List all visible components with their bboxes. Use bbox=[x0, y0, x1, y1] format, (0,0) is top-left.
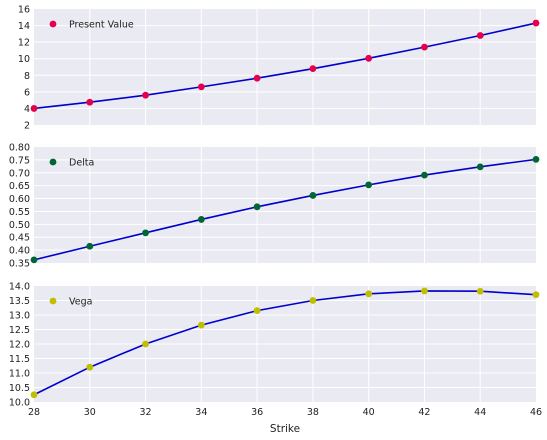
data-point bbox=[86, 98, 94, 106]
data-point bbox=[86, 363, 94, 371]
y-tick-labels: 0.35 0.40 0.45 0.50 0.55 0.60 0.65 0.70 0.750.80 bbox=[9, 143, 30, 270]
y-tick-label: 13.5 bbox=[9, 296, 30, 307]
legend-label: Delta bbox=[69, 158, 94, 169]
x-tick-label: 34 bbox=[195, 407, 207, 418]
data-point bbox=[476, 287, 484, 295]
data-point bbox=[476, 32, 484, 39]
data-point bbox=[197, 216, 205, 223]
y-tick-label: 14 bbox=[18, 21, 30, 32]
data-point bbox=[30, 105, 38, 112]
y-tick-labels: 2 4 6 8 10 12 14 16 bbox=[18, 5, 30, 132]
x-tick-label: 44 bbox=[474, 407, 486, 418]
plot-area bbox=[34, 9, 536, 125]
data-point bbox=[253, 203, 261, 211]
y-tick-label: 0.35 bbox=[9, 259, 30, 270]
x-tick-label: 40 bbox=[363, 407, 375, 418]
y-tick-label: 13.0 bbox=[9, 311, 30, 322]
data-point bbox=[142, 91, 149, 99]
y-tick-label: 0.50 bbox=[9, 220, 30, 231]
x-tick-label: 46 bbox=[530, 407, 542, 418]
data-point bbox=[365, 181, 373, 189]
data-point bbox=[30, 391, 38, 399]
data-point bbox=[309, 65, 317, 73]
grid bbox=[34, 147, 536, 263]
y-tick-label: 0.60 bbox=[9, 194, 30, 205]
x-tick-label: 28 bbox=[28, 407, 40, 418]
series-markers bbox=[30, 19, 540, 112]
series-markers bbox=[30, 155, 540, 264]
legend-label: Present Value bbox=[69, 20, 134, 31]
subplot-delta: 0.35 0.40 0.45 0.50 0.55 0.60 0.65 0.70 0.750.80… bbox=[9, 143, 540, 270]
x-tick-label: 36 bbox=[251, 407, 263, 418]
x-tick-label: 42 bbox=[418, 407, 430, 418]
y-tick-label: 11.5 bbox=[9, 354, 30, 365]
data-point bbox=[421, 287, 428, 295]
x-tick-label: 32 bbox=[140, 407, 152, 418]
legend-marker bbox=[49, 297, 57, 305]
data-point bbox=[253, 307, 261, 315]
x-tick-label: 30 bbox=[84, 407, 96, 418]
y-tick-labels: 10.0 10.5 11.0 11.5 12.0 12.5 13.0 13.5 14.0 bbox=[9, 282, 30, 409]
y-tick-label: 0.75 bbox=[9, 155, 30, 166]
y-tick-label: 6 bbox=[24, 87, 30, 98]
data-point bbox=[309, 297, 317, 304]
y-tick-label: 0.55 bbox=[9, 207, 30, 218]
y-tick-label: 0.45 bbox=[9, 233, 30, 244]
data-point bbox=[30, 256, 38, 264]
data-point bbox=[421, 171, 428, 179]
y-tick-label: 11.0 bbox=[9, 369, 30, 380]
y-tick-label: 10 bbox=[18, 54, 30, 65]
y-tick-label: 4 bbox=[24, 104, 30, 115]
series-line bbox=[33, 22, 537, 110]
legend: Present Value bbox=[49, 20, 134, 31]
x-axis-label: Strike bbox=[270, 423, 300, 435]
x-tick-labels: 28 30 32 34 36 38 40 42 44 46 bbox=[28, 407, 542, 418]
data-point bbox=[142, 340, 149, 348]
y-tick-label: 12 bbox=[18, 38, 30, 49]
y-tick-label: 0.70 bbox=[9, 168, 30, 179]
y-tick-label: 12.0 bbox=[9, 340, 30, 351]
y-tick-label: 16 bbox=[18, 5, 30, 16]
subplot-present-value: 2 4 6 8 10 12 14 16 Present Value bbox=[18, 5, 540, 132]
y-tick-label: 10.0 bbox=[9, 398, 30, 409]
data-point bbox=[365, 54, 373, 62]
y-tick-label: 12.5 bbox=[9, 325, 30, 336]
data-point bbox=[532, 19, 540, 27]
data-point bbox=[421, 43, 428, 51]
plot-area bbox=[34, 147, 536, 263]
legend-marker bbox=[49, 158, 57, 166]
x-tick-label: 38 bbox=[307, 407, 319, 418]
legend: Delta bbox=[49, 158, 94, 169]
subplot-vega: 10.0 10.5 11.0 11.5 12.0 12.5 13.0 13.5 14.0 28 3… bbox=[9, 282, 542, 419]
data-point bbox=[365, 290, 373, 298]
data-point bbox=[532, 291, 540, 299]
y-tick-label: 0.80 bbox=[9, 143, 30, 154]
legend-marker bbox=[49, 20, 57, 28]
legend-label: Vega bbox=[69, 297, 92, 308]
series-markers bbox=[30, 287, 540, 399]
data-point bbox=[476, 163, 484, 171]
y-tick-label: 0.65 bbox=[9, 181, 30, 192]
data-point bbox=[142, 229, 149, 237]
data-point bbox=[309, 192, 317, 199]
series-line bbox=[33, 158, 537, 261]
series-line bbox=[33, 290, 537, 396]
data-point bbox=[86, 242, 94, 250]
y-tick-label: 14.0 bbox=[9, 282, 30, 293]
legend: Vega bbox=[49, 297, 92, 308]
y-tick-label: 10.5 bbox=[9, 383, 30, 394]
data-point bbox=[253, 74, 261, 82]
grid bbox=[34, 286, 536, 402]
data-point bbox=[197, 321, 205, 329]
data-point bbox=[532, 155, 540, 163]
y-tick-label: 2 bbox=[24, 121, 30, 132]
data-point bbox=[197, 83, 205, 91]
y-tick-label: 8 bbox=[24, 71, 30, 82]
y-tick-label: 0.40 bbox=[9, 246, 30, 257]
